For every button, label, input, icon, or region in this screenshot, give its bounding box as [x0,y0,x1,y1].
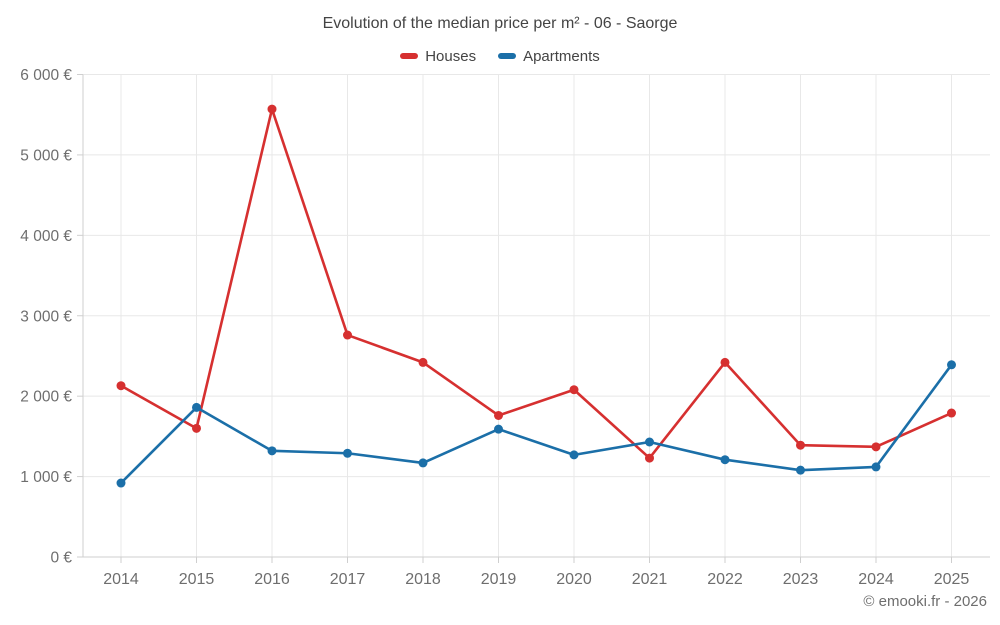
x-axis-label: 2025 [934,571,970,588]
data-point-apartments-2019[interactable] [494,424,503,434]
data-point-houses-2023[interactable] [796,440,805,450]
data-point-houses-2015[interactable] [192,423,201,433]
x-axis-label: 2020 [556,571,592,588]
x-axis-label: 2018 [405,571,441,588]
y-axis-label: 0 € [50,550,72,567]
y-axis-label: 1 000 € [20,469,72,486]
x-axis-label: 2019 [481,571,517,588]
legend: Houses Apartments [0,45,1000,67]
y-axis-label: 4 000 € [20,228,72,245]
legend-swatch-apartments-icon [498,53,517,59]
data-point-houses-2018[interactable] [418,357,428,367]
data-point-apartments-2014[interactable] [116,478,126,488]
data-point-houses-2024[interactable] [871,442,881,452]
data-point-apartments-2020[interactable] [569,450,579,460]
chart-title: Evolution of the median price per m² - 0… [322,15,678,32]
data-point-apartments-2025[interactable] [947,360,956,370]
x-axis-label: 2015 [179,571,215,588]
x-axis-label: 2014 [103,571,139,588]
data-point-houses-2021[interactable] [645,453,654,463]
legend-item-houses[interactable]: Houses [400,48,476,65]
series-line-houses [119,107,953,460]
x-axis-label: 2024 [858,571,894,588]
data-point-apartments-2018[interactable] [418,458,428,468]
legend-label-apartments: Apartments [523,47,600,65]
data-point-apartments-2016[interactable] [267,446,277,456]
copyright: © emooki.fr - 2026 [863,593,987,610]
data-point-apartments-2015[interactable] [192,402,201,412]
legend-swatch-houses-icon [400,53,419,59]
legend-item-apartments[interactable]: Apartments [498,48,600,65]
legend-label-houses: Houses [425,47,477,65]
x-axis-label: 2021 [632,571,668,588]
data-point-apartments-2023[interactable] [796,465,805,475]
data-point-apartments-2021[interactable] [645,437,654,447]
x-axis-label: 2022 [707,571,743,588]
data-point-apartments-2017[interactable] [343,448,352,458]
data-point-apartments-2024[interactable] [871,462,881,472]
y-axis-label: 3 000 € [20,308,72,325]
data-point-houses-2022[interactable] [720,357,730,367]
x-axis-label: 2017 [330,571,366,588]
data-point-houses-2025[interactable] [947,408,956,418]
data-point-houses-2017[interactable] [343,330,352,340]
data-point-houses-2016[interactable] [267,104,277,114]
data-point-houses-2020[interactable] [569,385,579,395]
y-axis-label: 5 000 € [20,147,72,164]
x-axis-label: 2023 [783,571,819,588]
data-point-houses-2014[interactable] [116,381,126,391]
x-axis-label: 2016 [254,571,290,588]
series-line-apartments [119,363,953,485]
y-axis-label: 6 000 € [20,67,72,84]
data-point-apartments-2022[interactable] [720,455,730,465]
data-point-houses-2019[interactable] [494,410,503,420]
y-axis-label: 2 000 € [20,389,72,406]
